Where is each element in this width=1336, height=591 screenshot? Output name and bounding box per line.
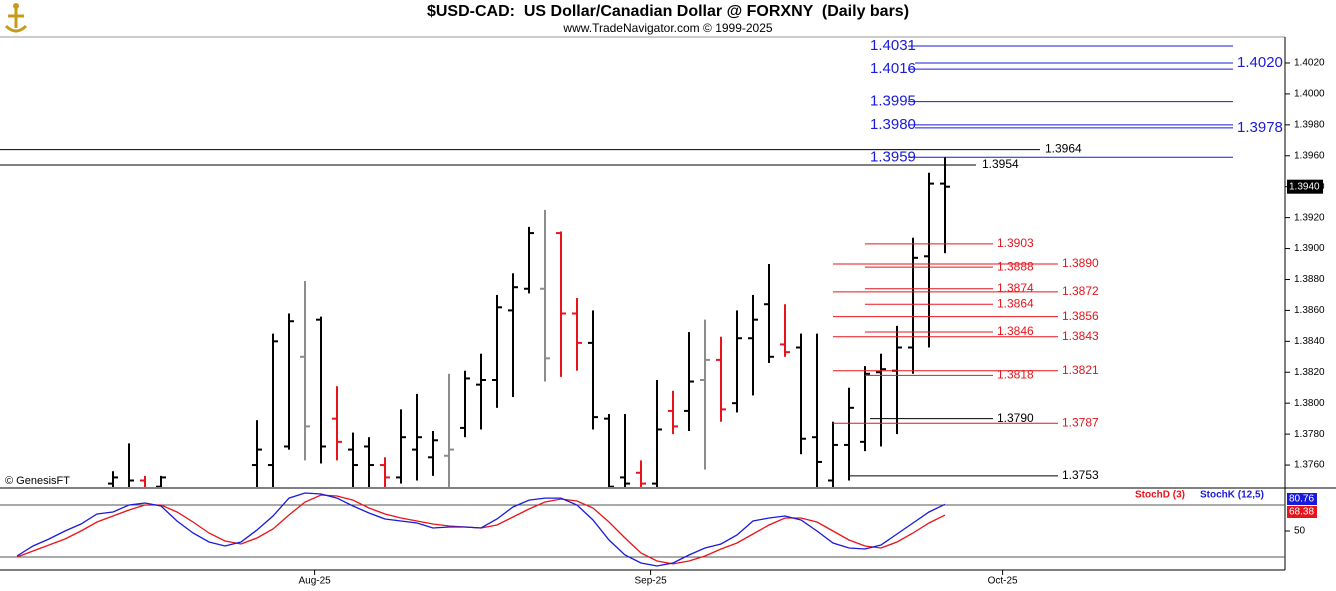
y-tick-label: 1.3880 (1294, 274, 1325, 285)
y-tick-label: 1.3860 (1294, 305, 1325, 316)
level-label: 1.3959 (870, 148, 916, 165)
level-label: 1.3872 (1062, 284, 1099, 298)
y-tick-label: 50 (1294, 526, 1306, 537)
annotation: © GenesisFT (5, 475, 70, 487)
level-label: 1.4016 (870, 60, 916, 77)
level-label: 1.3978 (1237, 119, 1283, 136)
last-price-label: 1.3940 (1289, 181, 1320, 192)
y-tick-label: 1.4020 (1294, 58, 1325, 69)
last-value-box (1287, 493, 1317, 505)
stoch-pane (0, 492, 1285, 567)
y-tick-label: 1.3920 (1294, 212, 1325, 223)
legend-entry: StochD (3) (1135, 490, 1185, 501)
y-tick-label: 1.3780 (1294, 429, 1325, 440)
price-pane (108, 157, 950, 487)
chart-title: $USD-CAD: US Dollar/Canadian Dollar @ FO… (427, 3, 909, 20)
y-tick-label: 1.3800 (1294, 398, 1325, 409)
y-tick-label: 1.4000 (1294, 89, 1325, 100)
level-label: 1.3964 (1045, 142, 1082, 156)
level-label: 1.3846 (997, 324, 1034, 338)
level-label: 1.3874 (997, 281, 1034, 295)
level-label: 1.3995 (870, 93, 916, 110)
level-label: 1.3856 (1062, 309, 1099, 323)
legend-entry: StochK (12,5) (1200, 490, 1264, 501)
level-label: 1.3818 (997, 368, 1034, 382)
last-price-box (1287, 179, 1323, 194)
x-tick-label: Aug-25 (298, 576, 331, 587)
logo (4, 3, 28, 33)
level-label: 1.3954 (982, 157, 1019, 171)
level-label: 1.3864 (997, 296, 1034, 310)
last-value-box (1287, 506, 1317, 518)
level-label: 1.4031 (870, 37, 916, 54)
y-tick-label: 1.3900 (1294, 243, 1325, 254)
axes: 1.3760 1.3780 1.3800 1.3820 1.3840 1.3860 1.38… (0, 37, 1325, 587)
y-tick-label: 1.3760 (1294, 460, 1325, 471)
level-label: 1.3890 (1062, 256, 1099, 270)
level-label: 1.3790 (997, 411, 1034, 425)
y-tick-label: 1.3840 (1294, 336, 1325, 347)
chart-subtitle: www.TradeNavigator.com © 1999-2025 (562, 21, 772, 35)
y-tick-label: 1.3980 (1294, 119, 1325, 130)
last-value-label: 80.76 (1289, 494, 1314, 505)
x-tick-label: Oct-25 (988, 576, 1018, 587)
level-label: 1.3888 (997, 259, 1034, 273)
level-label: 1.3821 (1062, 363, 1099, 377)
level-label: 1.3787 (1062, 415, 1099, 429)
stoch-line (16, 492, 946, 567)
last-value-label: 68.38 (1289, 507, 1314, 518)
level-label: 1.3753 (1062, 468, 1099, 482)
y-tick-label: 1.3820 (1294, 367, 1325, 378)
level-label: 1.3980 (870, 116, 916, 133)
x-tick-label: Sep-25 (634, 576, 667, 587)
level-label: 1.3843 (1062, 329, 1099, 343)
y-tick-label: 1.3960 (1294, 150, 1325, 161)
level-label: 1.4020 (1237, 54, 1283, 71)
level-label: 1.3903 (997, 236, 1034, 250)
